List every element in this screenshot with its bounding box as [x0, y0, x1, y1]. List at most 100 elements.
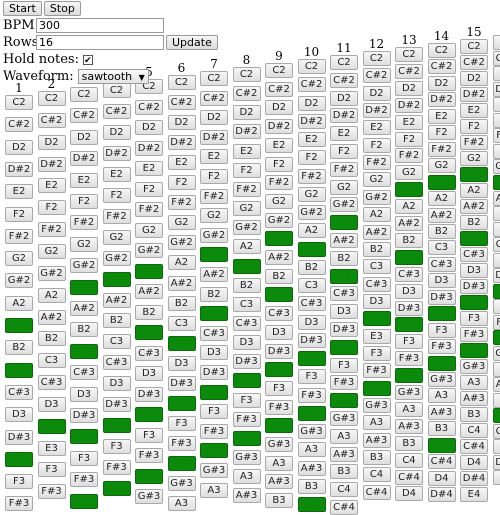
note-cell[interactable]: C#3 [5, 385, 33, 400]
note-cell[interactable]: G#2 [135, 243, 163, 258]
note-cell[interactable]: F2 [363, 138, 391, 153]
note-cell[interactable]: C3 [38, 353, 66, 368]
note-cell[interactable]: F3 [493, 299, 500, 314]
note-cell[interactable]: D3 [395, 284, 423, 299]
note-cell[interactable]: E2 [493, 97, 500, 112]
note-cell[interactable]: C2 [330, 55, 358, 70]
note-cell[interactable]: G3 [103, 481, 131, 496]
note-cell[interactable]: B2 [5, 340, 33, 355]
note-cell[interactable]: C3 [135, 325, 163, 340]
note-cell[interactable]: B2 [70, 322, 98, 337]
note-cell[interactable]: G2 [330, 180, 358, 195]
note-cell[interactable]: B3 [265, 493, 293, 508]
note-cell[interactable]: D#3 [200, 365, 228, 380]
note-cell[interactable]: D2 [103, 125, 131, 140]
note-cell[interactable]: G2 [168, 215, 196, 230]
note-cell[interactable]: C#3 [428, 257, 456, 272]
note-cell[interactable]: F#2 [265, 175, 293, 190]
note-cell[interactable]: D#2 [265, 119, 293, 134]
note-cell[interactable]: F3 [200, 404, 228, 419]
note-cell[interactable]: F3 [168, 416, 196, 431]
note-cell[interactable]: D#2 [70, 151, 98, 166]
note-cell[interactable]: G#2 [5, 273, 33, 288]
note-cell[interactable]: D#2 [233, 124, 261, 139]
note-cell[interactable]: A2 [298, 223, 326, 238]
rows-input[interactable]: 16 [36, 35, 164, 50]
note-cell[interactable]: F#2 [233, 182, 261, 197]
note-cell[interactable]: D#2 [5, 162, 33, 177]
note-cell[interactable]: B2 [460, 215, 488, 230]
note-cell[interactable]: E4 [493, 470, 500, 485]
note-cell[interactable]: D#3 [330, 322, 358, 337]
note-cell[interactable]: F#3 [330, 375, 358, 390]
note-cell[interactable]: B2 [103, 313, 131, 328]
note-cell[interactable]: A#3 [363, 433, 391, 448]
note-cell[interactable]: B3 [428, 421, 456, 436]
note-cell[interactable]: D2 [168, 115, 196, 130]
note-cell[interactable]: A2 [38, 288, 66, 303]
note-cell[interactable]: D2 [135, 120, 163, 135]
note-cell[interactable]: C3 [168, 316, 196, 331]
note-cell[interactable]: E3 [135, 407, 163, 422]
note-cell[interactable]: A#3 [428, 405, 456, 420]
note-cell[interactable]: A3 [200, 483, 228, 498]
update-button[interactable]: Update [166, 35, 218, 50]
note-cell[interactable]: C#2 [233, 86, 261, 101]
note-cell[interactable]: C#3 [70, 365, 98, 380]
note-cell[interactable]: C2 [233, 67, 261, 82]
note-cell[interactable]: F2 [460, 119, 488, 134]
note-cell[interactable]: F#2 [298, 169, 326, 184]
note-cell[interactable]: D#2 [330, 108, 358, 123]
note-cell[interactable]: A#2 [493, 191, 500, 206]
note-cell[interactable]: D#3 [428, 290, 456, 305]
note-cell[interactable]: D#3 [493, 268, 500, 283]
note-cell[interactable]: D2 [38, 135, 66, 150]
note-cell[interactable]: F#3 [265, 400, 293, 415]
note-cell[interactable]: G3 [70, 494, 98, 509]
note-cell[interactable]: D2 [493, 66, 500, 81]
note-cell[interactable]: D3 [70, 387, 98, 402]
note-cell[interactable]: G3 [233, 431, 261, 446]
note-cell[interactable]: E2 [38, 178, 66, 193]
note-cell[interactable]: A2 [395, 199, 423, 214]
note-cell[interactable]: C#2 [330, 73, 358, 88]
note-cell[interactable]: E2 [5, 184, 33, 199]
note-cell[interactable]: F#3 [135, 448, 163, 463]
note-cell[interactable]: C2 [460, 39, 488, 54]
note-cell[interactable]: A3 [330, 429, 358, 444]
note-cell[interactable]: G#3 [200, 463, 228, 478]
note-cell[interactable]: C3 [493, 222, 500, 237]
note-cell[interactable]: B3 [363, 450, 391, 465]
note-cell[interactable]: A2 [5, 296, 33, 311]
note-cell[interactable]: E2 [298, 132, 326, 147]
note-cell[interactable]: D#2 [428, 92, 456, 107]
note-cell[interactable]: E3 [233, 373, 261, 388]
note-cell[interactable]: A2 [70, 280, 98, 295]
note-cell[interactable]: G2 [233, 201, 261, 216]
note-cell[interactable]: E3 [200, 385, 228, 400]
note-cell[interactable]: D#3 [265, 344, 293, 359]
note-cell[interactable]: D#2 [135, 141, 163, 156]
note-cell[interactable]: E3 [363, 329, 391, 344]
note-cell[interactable]: C#2 [135, 100, 163, 115]
note-cell[interactable]: D2 [363, 86, 391, 101]
note-cell[interactable]: C#3 [233, 316, 261, 331]
note-cell[interactable]: A#2 [135, 284, 163, 299]
note-cell[interactable]: A2 [168, 255, 196, 270]
note-cell[interactable]: C2 [5, 95, 33, 110]
note-cell[interactable]: D#3 [233, 354, 261, 369]
note-cell[interactable]: B3 [460, 407, 488, 422]
note-cell[interactable]: F#2 [395, 148, 423, 163]
note-cell[interactable]: A#2 [330, 233, 358, 248]
note-cell[interactable]: C#3 [168, 336, 196, 351]
note-cell[interactable]: D#3 [168, 376, 196, 391]
note-cell[interactable]: F2 [135, 182, 163, 197]
note-cell[interactable]: D#2 [395, 98, 423, 113]
note-cell[interactable]: C#2 [428, 59, 456, 74]
note-cell[interactable]: G#2 [38, 266, 66, 281]
note-cell[interactable]: G#3 [168, 476, 196, 491]
note-cell[interactable]: G#2 [233, 220, 261, 235]
note-cell[interactable]: F#3 [233, 412, 261, 427]
note-cell[interactable]: E3 [38, 441, 66, 456]
note-cell[interactable]: B2 [38, 331, 66, 346]
